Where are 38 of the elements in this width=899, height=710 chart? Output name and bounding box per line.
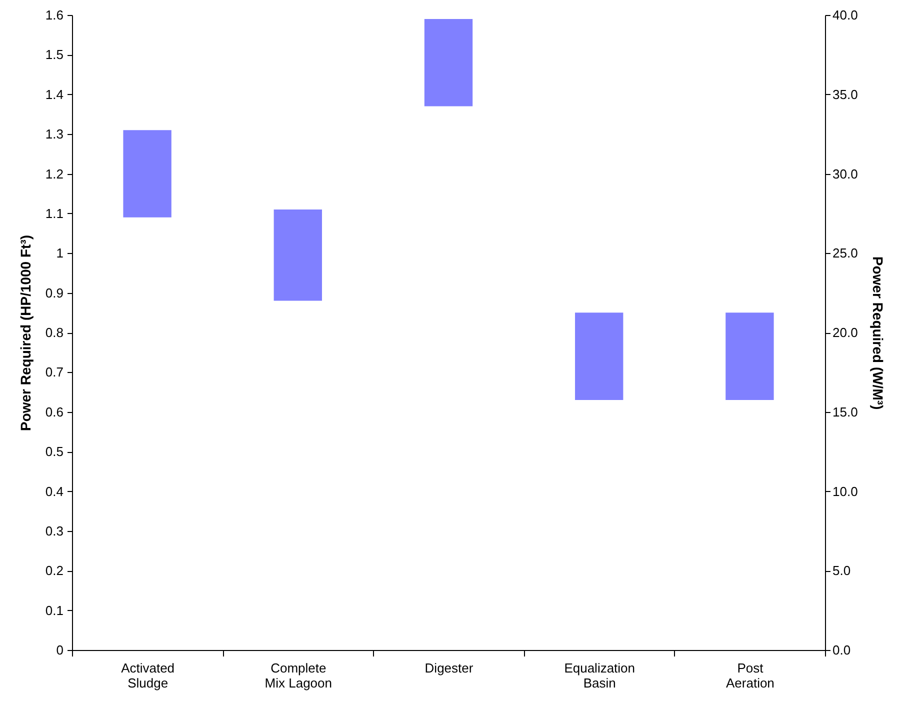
y-tick-label: 0.3 — [45, 523, 64, 538]
bar — [424, 18, 473, 106]
y2-tick-label: 35.0 — [832, 86, 858, 102]
y-tick-label: 1.6 — [45, 8, 64, 22]
y2-tick-label: 10.0 — [832, 484, 858, 499]
y2-tick-label: 5.0 — [832, 563, 851, 578]
y-tick-label: 0.7 — [45, 364, 64, 380]
y2-tick-label: 30.0 — [832, 166, 858, 182]
y-tick-label: 1 — [56, 246, 64, 261]
x-tick-label: Digester — [424, 660, 474, 676]
y-tick-label: 0.1 — [45, 602, 64, 618]
y-tick-label: 0 — [56, 642, 64, 658]
x-tick-label: Equalization Basin — [564, 660, 636, 690]
y2-tick-label: 15.0 — [832, 404, 858, 420]
x-tick-label: Activated Sludge — [121, 660, 175, 690]
y-tick-label: 1.4 — [45, 86, 64, 102]
y-tick-label: 1.1 — [45, 206, 64, 221]
x-tick-label: Post Aeration — [726, 660, 774, 690]
bar — [726, 312, 774, 400]
y2-tick-label: 40.0 — [832, 8, 858, 22]
y2-tick-label: 25.0 — [832, 246, 858, 261]
y-tick-label: 0.4 — [45, 484, 64, 499]
y-tick-label: 0.6 — [45, 404, 64, 420]
y-tick-label: 1.2 — [45, 166, 64, 182]
bar — [274, 209, 322, 301]
y-tick-label: 0.5 — [45, 444, 64, 460]
y2-tick-label: 0.0 — [832, 642, 851, 658]
y-tick-label: 0.2 — [45, 563, 64, 578]
y-axis-title: Power Required (HP/1000 Ft³) — [17, 234, 34, 432]
y-tick-label: 0.8 — [45, 325, 64, 340]
y2-axis-title: Power Required (W/M³) — [870, 256, 886, 410]
y-tick-label: 1.5 — [45, 47, 64, 62]
y-tick-label: 0.9 — [45, 285, 64, 300]
x-tick-label: Complete Mix Lagoon — [264, 660, 332, 690]
y-tick-label: 1.3 — [45, 126, 64, 142]
y2-tick-label: 20.0 — [832, 325, 858, 340]
bar — [575, 312, 624, 400]
bar — [123, 130, 172, 218]
